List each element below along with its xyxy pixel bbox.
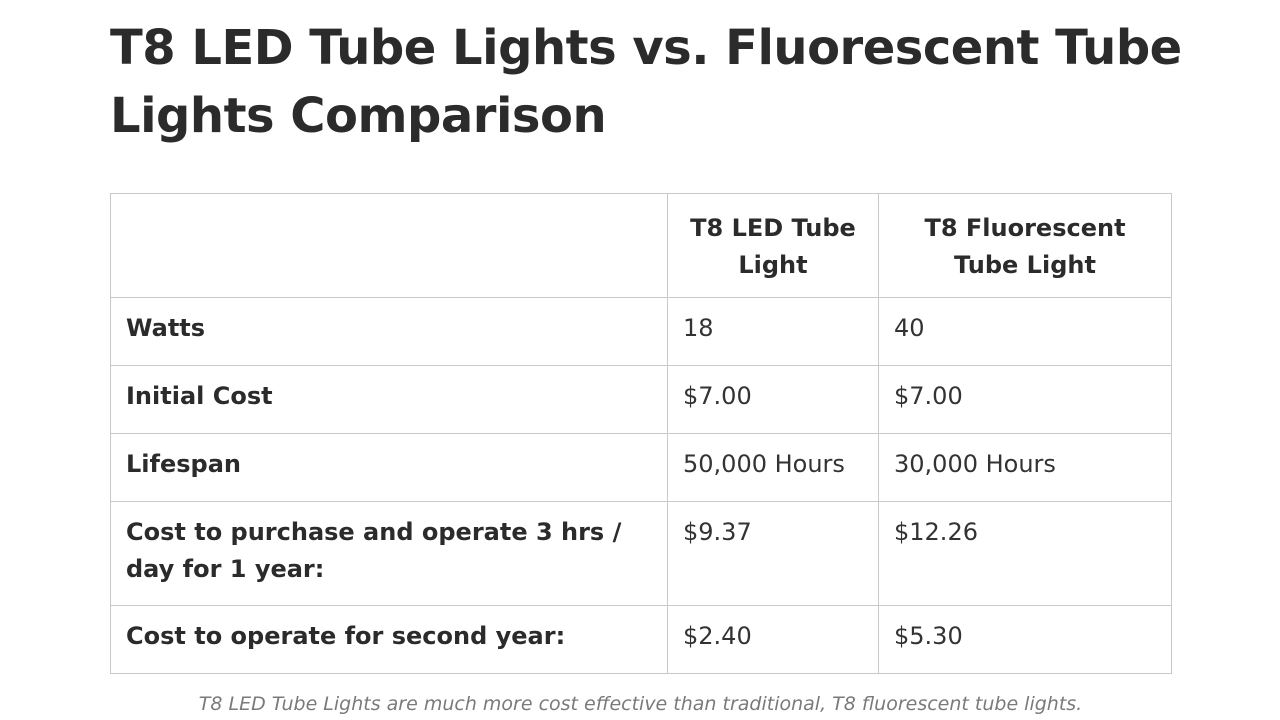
fluorescent-second-year-cost: $5.30 <box>878 605 1172 674</box>
fluorescent-first-year-cost: $12.26 <box>878 501 1172 606</box>
page-title: T8 LED Tube Lights vs. Fluorescent Tube … <box>110 20 1182 144</box>
table-row: Cost to purchase and operate 3 hrs / day… <box>110 501 1172 606</box>
row-label-first-year-cost: Cost to purchase and operate 3 hrs / day… <box>110 501 668 606</box>
header-empty-cell <box>110 193 668 298</box>
table-caption: T8 LED Tube Lights are much more cost ef… <box>198 693 1083 715</box>
led-first-year-cost: $9.37 <box>667 501 879 606</box>
fluorescent-watts: 40 <box>878 297 1172 366</box>
fluorescent-lifespan: 30,000 Hours <box>878 433 1172 502</box>
row-label-initial-cost: Initial Cost <box>110 365 668 434</box>
header-led: T8 LED Tube Light <box>667 193 879 298</box>
table-row: Initial Cost $7.00 $7.00 <box>110 365 1172 434</box>
table-row: Cost to operate for second year: $2.40 $… <box>110 605 1172 674</box>
row-label-watts: Watts <box>110 297 668 366</box>
led-lifespan: 50,000 Hours <box>667 433 879 502</box>
comparison-table: T8 LED Tube Light T8 Fluorescent Tube Li… <box>110 193 1172 674</box>
table-row: Watts 18 40 <box>110 297 1172 366</box>
row-label-lifespan: Lifespan <box>110 433 668 502</box>
fluorescent-initial-cost: $7.00 <box>878 365 1172 434</box>
led-second-year-cost: $2.40 <box>667 605 879 674</box>
header-fluorescent: T8 Fluorescent Tube Light <box>878 193 1172 298</box>
led-watts: 18 <box>667 297 879 366</box>
led-initial-cost: $7.00 <box>667 365 879 434</box>
table-header-row: T8 LED Tube Light T8 Fluorescent Tube Li… <box>110 193 1172 298</box>
table-row: Lifespan 50,000 Hours 30,000 Hours <box>110 433 1172 502</box>
row-label-second-year-cost: Cost to operate for second year: <box>110 605 668 674</box>
